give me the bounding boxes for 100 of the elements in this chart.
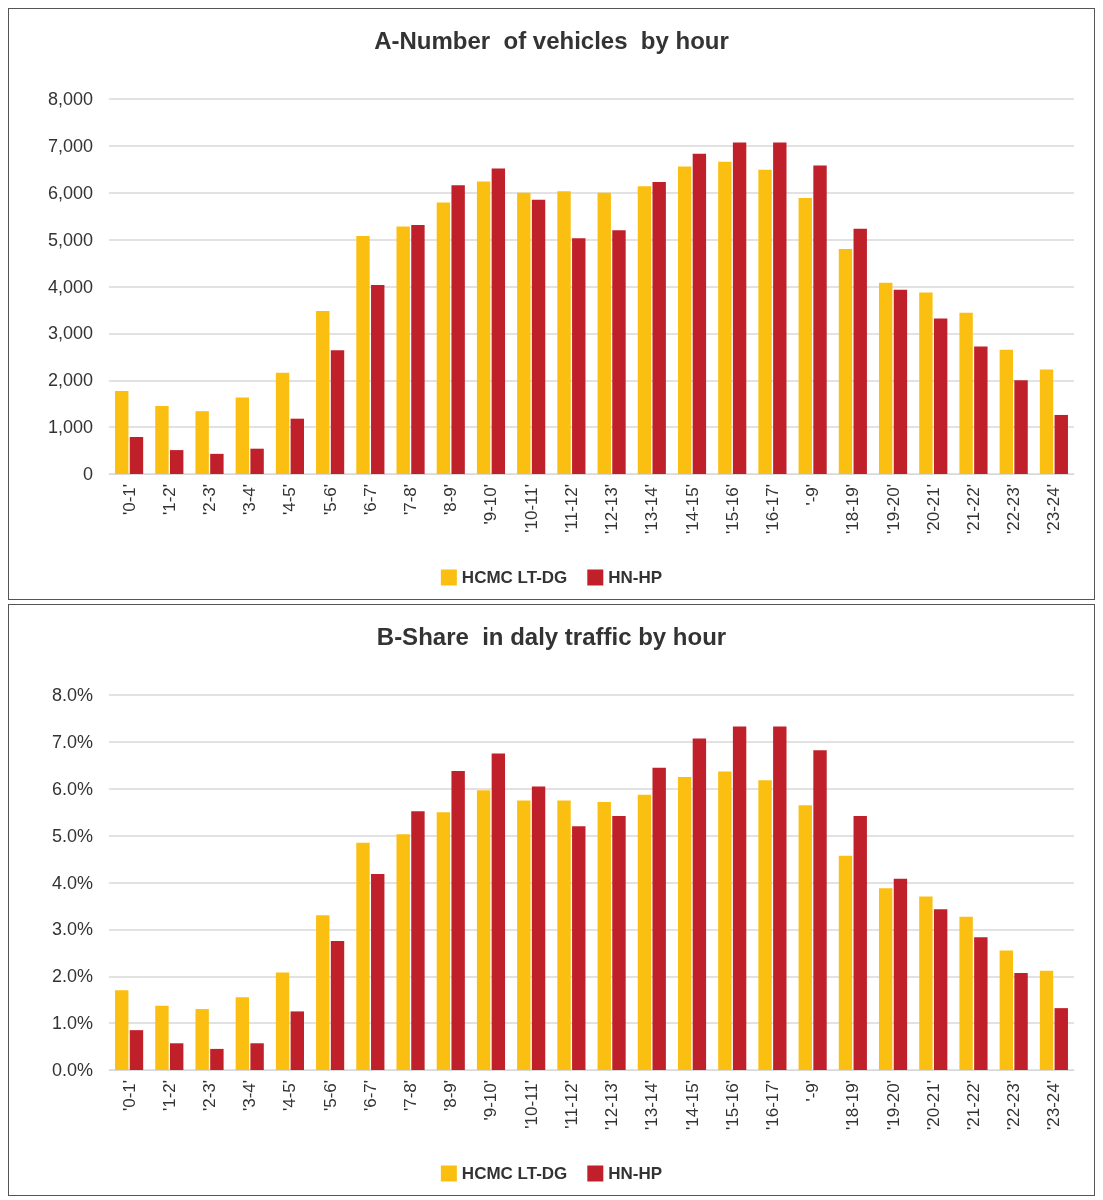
- x-tick-label: '18-19': [843, 484, 863, 534]
- bar: [476, 181, 491, 474]
- y-tick-label: 6,000: [47, 182, 93, 203]
- bar: [235, 397, 250, 474]
- bar: [677, 166, 692, 474]
- bar: [974, 937, 988, 1070]
- x-tick-label: '14-15': [682, 1080, 702, 1130]
- x-tick-label: '6-7': [360, 1080, 380, 1112]
- x-tick-label: '9-10': [481, 1080, 501, 1121]
- x-tick-label: '2-3': [200, 484, 220, 516]
- bar: [169, 450, 184, 474]
- bar: [1054, 414, 1068, 474]
- bar: [290, 1011, 305, 1070]
- bar: [396, 226, 410, 474]
- x-tick-label: '23-24': [1044, 1080, 1064, 1130]
- bar: [316, 915, 330, 1070]
- bar: [798, 197, 812, 474]
- chart-title: B-Share in daly traffic by hour: [376, 622, 727, 650]
- bar: [396, 834, 410, 1070]
- x-tick-label: '5-6': [320, 484, 340, 516]
- bar: [275, 372, 290, 474]
- x-tick-label: '16-17': [762, 1080, 782, 1130]
- bar: [838, 855, 853, 1070]
- x-tick-label: '0-1': [119, 1080, 139, 1112]
- y-tick-label: 7,000: [47, 135, 93, 156]
- bar: [330, 350, 345, 474]
- x-tick-label: '10-11': [521, 484, 541, 533]
- x-tick-label: '3-4': [240, 484, 260, 516]
- bar: [893, 878, 908, 1070]
- y-tick-label: 1.0%: [51, 1013, 93, 1034]
- bar: [115, 391, 129, 474]
- bar: [919, 896, 933, 1070]
- x-tick-label: '22-23': [1004, 484, 1024, 534]
- bar: [210, 453, 224, 474]
- bar: [356, 842, 370, 1070]
- bar: [838, 249, 853, 474]
- bar: [155, 1005, 169, 1070]
- bar: [597, 192, 611, 474]
- x-tick-label: '2-3': [200, 1080, 220, 1112]
- bar: [411, 225, 425, 474]
- x-tick-label: '11-12': [561, 484, 581, 533]
- bar: [1054, 1008, 1068, 1070]
- bar: [999, 349, 1014, 474]
- bar: [692, 738, 707, 1070]
- y-tick-label: 6.0%: [51, 778, 93, 799]
- bar: [235, 997, 250, 1070]
- bar: [758, 169, 772, 474]
- y-tick-label: 3.0%: [51, 919, 93, 940]
- x-tick-label: '-9': [803, 484, 823, 506]
- x-tick-label: '7-8': [401, 484, 421, 516]
- bar: [531, 199, 546, 474]
- bar: [1039, 369, 1054, 474]
- bar: [517, 192, 531, 474]
- bar: [773, 726, 787, 1070]
- bar: [195, 411, 209, 474]
- bar: [959, 916, 973, 1070]
- y-tick-label: 2.0%: [51, 966, 93, 987]
- x-tick-label: '21-22': [963, 484, 983, 534]
- bar: [878, 888, 893, 1070]
- x-tick-label: '12-13': [602, 1080, 622, 1130]
- x-tick-label: '23-24': [1044, 484, 1064, 534]
- bar: [316, 310, 330, 474]
- bar: [356, 235, 370, 474]
- x-tick-label: '14-15': [682, 484, 702, 534]
- x-tick-label: '1-2': [159, 1080, 179, 1112]
- bar: [878, 282, 893, 474]
- bar: [129, 1030, 144, 1070]
- legend-label: HCMC LT-DG: [461, 1164, 568, 1183]
- bar: [411, 811, 425, 1070]
- bar: [451, 185, 465, 474]
- bar: [517, 800, 531, 1070]
- x-tick-label: '6-7': [360, 484, 380, 516]
- bar: [195, 1009, 209, 1070]
- bar: [999, 950, 1014, 1070]
- x-tick-label: '16-17': [762, 484, 782, 534]
- x-tick-label: '7-8': [401, 1080, 421, 1112]
- bar: [115, 990, 129, 1070]
- y-tick-label: 4,000: [47, 276, 93, 297]
- bar: [1014, 380, 1028, 474]
- bar: [718, 771, 732, 1070]
- bar: [371, 874, 385, 1070]
- x-tick-label: '10-11': [521, 1080, 541, 1129]
- bar: [155, 406, 169, 474]
- bar: [637, 794, 652, 1070]
- bar: [798, 805, 812, 1070]
- bar: [813, 165, 827, 474]
- bar: [637, 186, 652, 474]
- x-tick-label: '4-5': [280, 484, 300, 516]
- bar: [813, 750, 827, 1070]
- x-tick-label: '19-20': [883, 1080, 903, 1130]
- bar: [371, 285, 385, 474]
- bar: [250, 1043, 264, 1070]
- bar: [531, 786, 546, 1070]
- bar: [572, 826, 586, 1070]
- bar: [169, 1043, 184, 1070]
- y-tick-label: 0.0%: [51, 1060, 93, 1080]
- bar: [491, 753, 506, 1070]
- bar: [692, 153, 707, 474]
- x-tick-label: '0-1': [119, 484, 139, 516]
- x-tick-label: '20-21': [923, 484, 943, 534]
